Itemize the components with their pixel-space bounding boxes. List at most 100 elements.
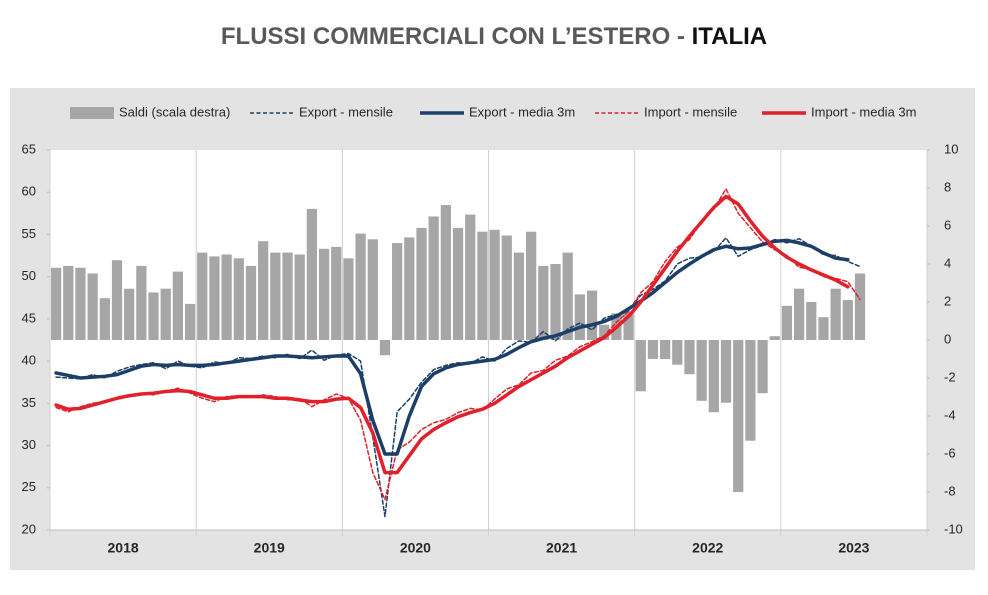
y-tick-label: 60 <box>22 184 36 199</box>
bar <box>270 252 281 340</box>
bar <box>379 340 391 356</box>
bar <box>136 265 147 340</box>
bar <box>477 231 488 340</box>
bar <box>233 258 244 340</box>
y-tick-label: 65 <box>22 141 36 156</box>
y-tick-label: 40 <box>22 353 36 368</box>
bar <box>440 205 451 340</box>
bar <box>501 235 512 340</box>
bar <box>672 340 683 365</box>
bar <box>452 227 464 340</box>
y-tick-label: 25 <box>22 479 36 494</box>
y2-tick-label: -10 <box>944 521 963 536</box>
bar <box>318 248 330 340</box>
bar <box>733 340 744 492</box>
bar <box>513 252 525 340</box>
legend-label: Export - media 3m <box>469 104 575 119</box>
x-group-label: 2020 <box>400 540 431 556</box>
bar <box>294 254 305 340</box>
bar <box>550 264 561 340</box>
y2-tick-label: 6 <box>944 217 951 232</box>
bar <box>404 237 415 340</box>
x-group-label: 2022 <box>692 540 723 556</box>
bar <box>392 243 403 340</box>
bar <box>111 260 123 340</box>
bar <box>465 214 476 340</box>
bar <box>635 340 646 392</box>
bar <box>50 267 62 340</box>
bar <box>757 340 768 394</box>
y-tick-label: 50 <box>22 268 36 283</box>
x-group-label: 2021 <box>546 540 577 556</box>
bar <box>745 340 756 441</box>
legend-label: Saldi (scala destra) <box>119 104 230 119</box>
bar <box>245 265 257 340</box>
bar <box>586 290 598 340</box>
x-group-label: 2018 <box>108 540 139 556</box>
bar <box>124 288 135 340</box>
bar <box>720 340 732 403</box>
title-part: FLUSSI COMMERCIALI CON L’ESTERO - <box>221 23 692 50</box>
y-tick-label: 20 <box>22 521 36 536</box>
bar <box>562 252 573 340</box>
bar <box>160 288 171 340</box>
bar <box>331 246 342 340</box>
bar <box>538 265 549 340</box>
bar <box>830 288 841 340</box>
bar <box>367 239 378 340</box>
bar <box>355 233 366 340</box>
y2-tick-label: 4 <box>944 255 951 270</box>
y2-tick-label: -6 <box>944 445 956 460</box>
legend-label: Import - media 3m <box>811 104 916 119</box>
bar <box>87 273 98 340</box>
line <box>54 194 850 475</box>
bar <box>684 340 695 375</box>
bar <box>197 252 208 340</box>
y2-tick-label: 8 <box>944 179 951 194</box>
x-group-label: 2019 <box>254 540 285 556</box>
bar <box>99 298 110 340</box>
bar <box>209 256 220 340</box>
line <box>54 238 850 456</box>
bar <box>623 311 634 340</box>
legend-label: Export - mensile <box>299 104 393 119</box>
bar <box>599 324 610 340</box>
y2-tick-label: 2 <box>944 293 951 308</box>
bar <box>854 273 866 340</box>
bar <box>660 340 671 359</box>
bar <box>574 294 585 340</box>
bar <box>63 265 74 340</box>
legend-swatch <box>70 107 114 119</box>
y2-tick-label: -8 <box>944 483 956 498</box>
y-tick-label: 45 <box>22 310 36 325</box>
bar <box>184 303 196 340</box>
title-part: ITALIA <box>692 23 768 50</box>
y2-tick-label: -2 <box>944 369 956 384</box>
y-tick-label: 55 <box>22 226 36 241</box>
bar <box>258 241 269 340</box>
bar <box>708 340 719 413</box>
bar <box>282 252 293 340</box>
bar <box>781 305 793 340</box>
bar <box>647 340 659 359</box>
bar <box>769 336 780 340</box>
bar <box>806 302 817 340</box>
bar <box>343 258 354 340</box>
bar <box>489 229 500 340</box>
bar <box>75 267 86 340</box>
bar <box>526 231 537 340</box>
bar <box>221 254 232 340</box>
bar <box>306 208 317 340</box>
y2-tick-label: 10 <box>944 141 958 156</box>
legend-label: Import - mensile <box>644 104 737 119</box>
bar <box>818 317 829 340</box>
bar <box>172 271 184 340</box>
bar <box>696 340 707 401</box>
bar <box>793 288 805 340</box>
y-tick-label: 35 <box>22 395 36 410</box>
y-tick-label: 30 <box>22 437 36 452</box>
bar <box>416 227 427 340</box>
bar <box>842 300 853 340</box>
bar <box>428 216 439 340</box>
